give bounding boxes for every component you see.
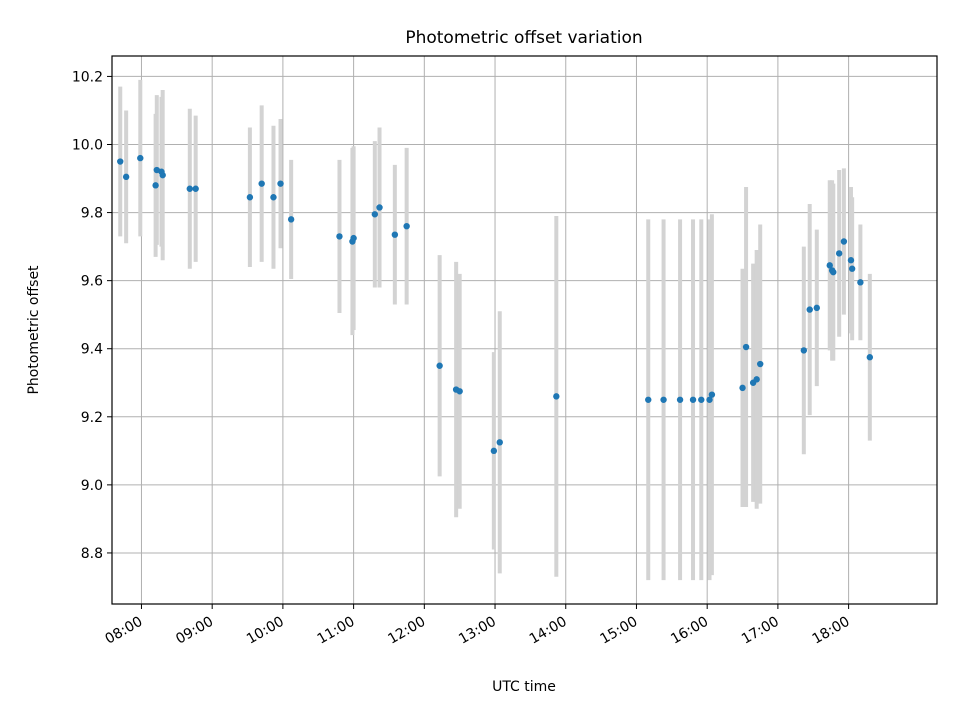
data-point bbox=[835, 250, 843, 257]
data-point bbox=[152, 182, 159, 189]
data-point bbox=[708, 391, 716, 398]
plot-frame bbox=[111, 55, 938, 605]
y-tick-label: 9.8 bbox=[81, 206, 103, 222]
data-point bbox=[336, 233, 343, 240]
data-points bbox=[117, 154, 874, 455]
data-point bbox=[800, 347, 808, 354]
y-tick-label: 8.8 bbox=[81, 546, 103, 562]
data-point bbox=[698, 396, 705, 403]
data-point bbox=[813, 304, 820, 312]
data-point bbox=[159, 171, 166, 179]
data-point bbox=[270, 194, 277, 201]
data-point bbox=[258, 180, 265, 187]
data-point bbox=[689, 396, 697, 403]
y-axis: 8.8 9.0 9.2 9.4 9.6 9.8 10.0 10.2 bbox=[72, 69, 112, 562]
data-point bbox=[660, 396, 667, 403]
data-point bbox=[866, 354, 874, 361]
data-point bbox=[246, 194, 254, 201]
data-point bbox=[847, 257, 855, 264]
data-point bbox=[645, 396, 652, 403]
data-point bbox=[456, 388, 463, 395]
y-tick-label: 10.0 bbox=[72, 137, 103, 153]
data-point bbox=[117, 158, 124, 165]
data-point bbox=[391, 231, 399, 238]
y-axis-label: Photometric offset bbox=[26, 265, 42, 395]
data-point bbox=[403, 222, 410, 230]
data-point bbox=[753, 376, 760, 383]
y-tick-label: 9.2 bbox=[81, 410, 103, 426]
data-point bbox=[277, 180, 284, 187]
y-tick-label: 9.4 bbox=[81, 342, 103, 358]
data-point bbox=[436, 362, 443, 369]
data-point bbox=[840, 238, 848, 245]
data-point bbox=[376, 204, 383, 211]
data-point bbox=[757, 360, 764, 368]
data-point bbox=[137, 154, 144, 162]
data-point bbox=[826, 262, 833, 269]
data-point bbox=[742, 343, 750, 351]
data-point bbox=[287, 216, 295, 223]
data-point bbox=[806, 306, 813, 313]
data-point bbox=[371, 211, 379, 218]
data-point bbox=[192, 185, 199, 192]
y-tick-label: 10.2 bbox=[72, 69, 103, 85]
data-point bbox=[496, 439, 503, 446]
y-tick-label: 9.0 bbox=[81, 478, 103, 494]
x-axis-label: UTC time bbox=[492, 679, 556, 695]
data-point bbox=[857, 279, 864, 286]
data-point bbox=[706, 396, 713, 403]
data-point bbox=[553, 393, 560, 400]
chart-title: Photometric offset variation bbox=[405, 28, 642, 48]
data-point bbox=[350, 234, 357, 242]
data-point bbox=[186, 185, 193, 192]
data-point bbox=[490, 447, 498, 455]
data-point bbox=[122, 173, 130, 181]
data-point bbox=[830, 268, 837, 276]
data-point bbox=[676, 396, 684, 403]
grid bbox=[112, 56, 937, 604]
data-point bbox=[739, 384, 746, 392]
data-point bbox=[848, 265, 856, 272]
y-tick-label: 9.6 bbox=[81, 274, 103, 290]
